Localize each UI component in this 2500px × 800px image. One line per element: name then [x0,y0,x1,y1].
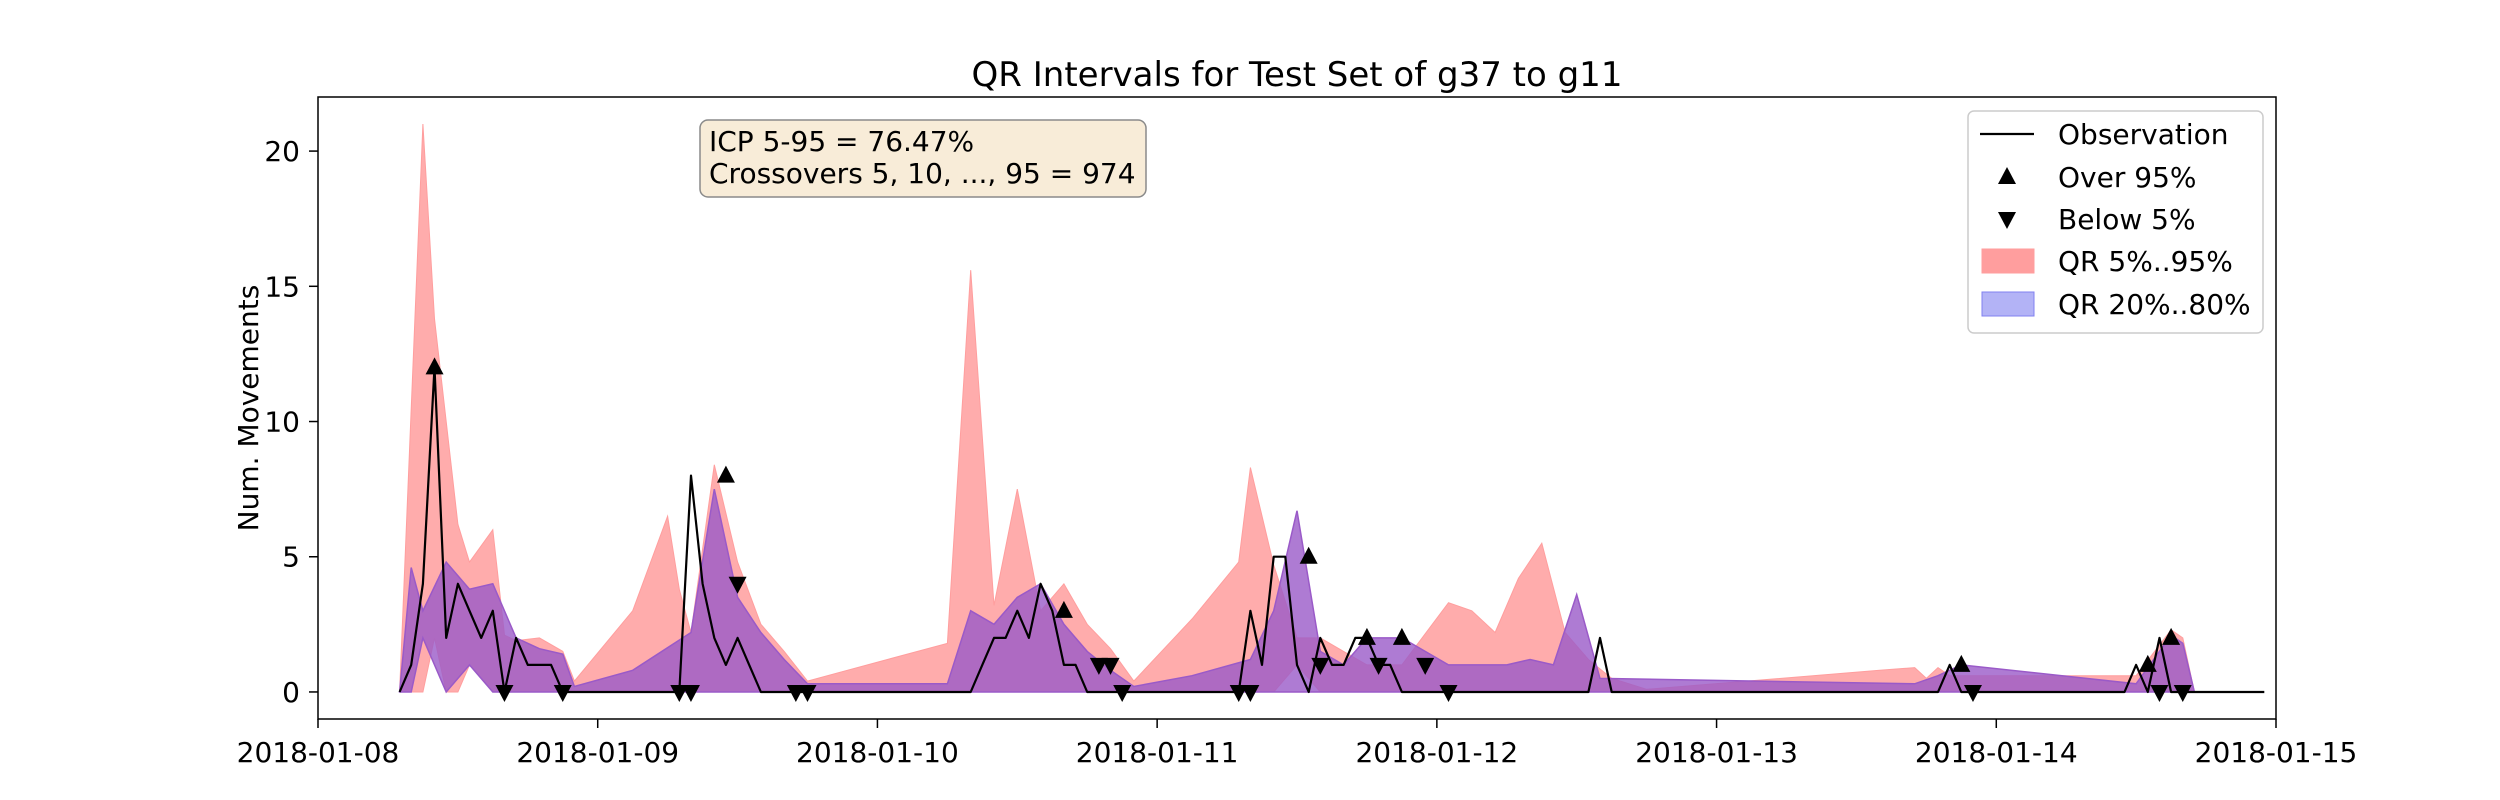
chart-title: QR Intervals for Test Set of g37 to g11 [972,55,1623,95]
plot-frame [317,96,2277,720]
below-5-marker [1311,657,1330,675]
legend-triangle-down-icon [1998,212,2016,229]
x-axis: 2018-01-08 2018-01-09 2018-01-10 2018-01-11… [237,719,2358,769]
y-axis-label: Num. Movements [232,285,265,532]
below-5-marker [728,576,747,594]
below-5-marker [670,684,689,702]
over-95-marker [1299,546,1318,564]
x-tick-label: 2018-01-12 [1355,736,1518,769]
legend: Observation Over 95% Below 5% QR 5%..95%… [1967,110,2264,334]
legend-qr-20-80-swatch [1981,291,2035,317]
legend-label-qr-20-80: QR 20%..80% [2058,288,2251,321]
over-95-marker [1952,654,1971,672]
observation-layer [398,366,2265,694]
x-tick-label: 2018-01-08 [237,736,400,769]
below-5-marker [495,684,514,702]
legend-frame [1967,110,2264,334]
x-tick-label: 2018-01-15 [2195,736,2358,769]
below-5-marker [1241,684,1260,702]
y-tick-label: 0 [282,676,300,709]
below-5-marker [786,684,805,702]
below-5-marker [553,684,572,702]
y-tick-label: 15 [264,270,300,303]
below-5-marker [1369,657,1388,675]
below-5-marker [1229,684,1248,702]
below-5-marker [1439,684,1458,702]
legend-label-observation: Observation [2058,118,2229,151]
over-95-marker [1054,600,1073,618]
below-5-marker [1089,657,1108,675]
below-5-marker [2173,684,2192,702]
annotation-box: ICP 5-95 = 76.47% Crossovers 5, 10, ...,… [699,119,1147,198]
y-tick-label: 10 [264,406,300,439]
x-tick-label: 2018-01-11 [1076,736,1239,769]
below-5-marker [1101,657,1120,675]
legend-triangle-up-icon [1998,167,2016,184]
legend-label-over-95: Over 95% [2058,161,2196,194]
y-axis: 0 5 10 15 20 [264,135,318,709]
bands-layer [398,123,2196,694]
x-tick-label: 2018-01-10 [796,736,959,769]
legend-qr-5-95-swatch [1981,248,2035,274]
below-5-marker [1963,684,1982,702]
below-5-marker [1113,684,1132,702]
below-5-marker [1416,657,1435,675]
observation-line [398,366,2265,694]
over-95-marker [716,465,735,483]
marker-layer [425,357,2192,702]
below-5-marker [798,684,817,702]
legend-label-below-5: Below 5% [2058,203,2196,236]
over-95-marker [425,357,444,375]
y-tick-label: 5 [282,541,300,574]
over-95-marker [1357,627,1376,645]
annotation-line-crossovers: Crossovers 5, 10, ..., 95 = 974 [709,157,1136,190]
over-95-marker [2138,654,2157,672]
legend-label-qr-5-95: QR 5%..95% [2058,245,2233,278]
below-5-marker [2150,684,2169,702]
x-tick-label: 2018-01-13 [1635,736,1798,769]
below-5-marker [681,684,700,702]
annotation-background [699,119,1147,198]
x-tick-label: 2018-01-09 [516,736,679,769]
over-95-marker [1392,627,1411,645]
over-95-marker [2162,627,2181,645]
x-tick-label: 2018-01-14 [1915,736,2078,769]
annotation-line-icp: ICP 5-95 = 76.47% [709,125,974,158]
y-tick-label: 20 [264,135,300,168]
